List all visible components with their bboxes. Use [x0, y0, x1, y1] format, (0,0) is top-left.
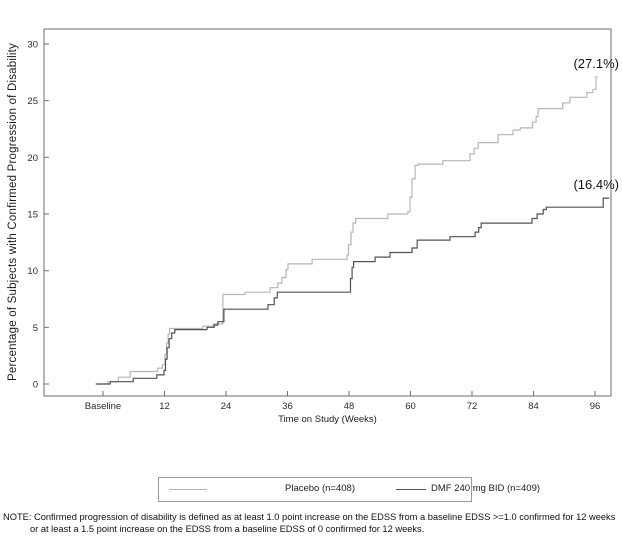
dmf-final-percentage-annotation: (16.4%) [573, 177, 619, 192]
placebo-legend-label: Placebo (n=408) [285, 483, 355, 494]
x-tick-label: 72 [467, 401, 478, 412]
x-tick-label: 60 [405, 401, 416, 412]
legend-box: Placebo (n=408) DMF 240 mg BID (n=409) [158, 477, 540, 502]
x-tick-label: 48 [344, 401, 355, 412]
y-tick-label: 25 [27, 96, 38, 107]
y-tick-label: 5 [33, 323, 38, 334]
y-tick-label: 30 [27, 40, 38, 51]
dmf-curve [95, 197, 610, 385]
footnote: NOTE: Confirmed progression of disabilit… [3, 512, 615, 535]
plot-frame [43, 28, 612, 397]
x-tick-label: 84 [528, 401, 539, 412]
dmf-legend-label: DMF 240 mg BID (n=409) [431, 483, 541, 494]
x-tick-label: 96 [590, 401, 601, 412]
footnote-line-2: or at least a 1.5 point increase on the … [30, 523, 425, 534]
plot-area: 0 5 10 15 20 25 30 Baseline 12 24 36 48 60 72 84 96 (27.… [27, 28, 619, 412]
x-tick-label: 24 [221, 401, 232, 412]
x-tick-label: Baseline [85, 401, 121, 412]
y-axis-title: Percentage of Subjects with Confirmed Pr… [7, 43, 19, 381]
y-tick-label: 0 [33, 380, 38, 391]
placebo-final-percentage-annotation: (27.1%) [573, 56, 619, 71]
x-tick-label: 36 [282, 401, 293, 412]
y-tick-label: 15 [27, 210, 38, 221]
dmf-line-swatch [396, 489, 426, 490]
footnote-line-1: NOTE: Confirmed progression of disabilit… [3, 512, 616, 522]
x-axis-title: Time on Study (Weeks) [278, 414, 377, 425]
y-tick-label: 10 [27, 266, 38, 277]
x-tick-label: 12 [159, 401, 170, 412]
placebo-line-swatch [169, 489, 207, 490]
y-tick-label: 20 [27, 153, 38, 164]
placebo-curve [95, 76, 598, 385]
